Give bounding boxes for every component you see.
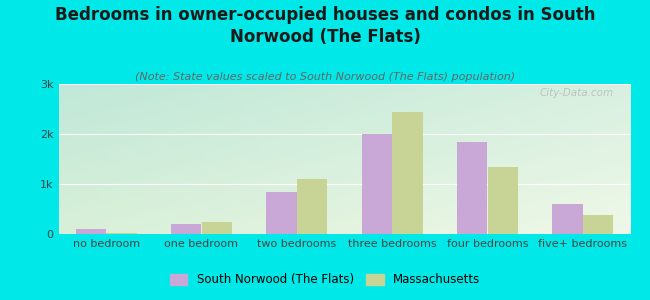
Bar (361, 134, 392, 234)
Bar (552, 204, 583, 234)
Bar (106, 232, 136, 234)
Bar (75, 229, 106, 234)
Bar (457, 142, 488, 234)
Bar (171, 224, 202, 234)
Text: (Note: State values scaled to South Norwood (The Flats) population): (Note: State values scaled to South Norw… (135, 72, 515, 82)
Legend: South Norwood (The Flats), Massachusetts: South Norwood (The Flats), Massachusetts (165, 269, 485, 291)
Bar (392, 112, 422, 234)
Text: City-Data.com: City-Data.com (540, 88, 614, 98)
Bar (297, 179, 328, 234)
Bar (266, 191, 297, 234)
Text: Bedrooms in owner-occupied houses and condos in South
Norwood (The Flats): Bedrooms in owner-occupied houses and co… (55, 6, 595, 46)
Bar (488, 167, 518, 234)
Bar (202, 221, 232, 234)
Bar (583, 215, 614, 234)
